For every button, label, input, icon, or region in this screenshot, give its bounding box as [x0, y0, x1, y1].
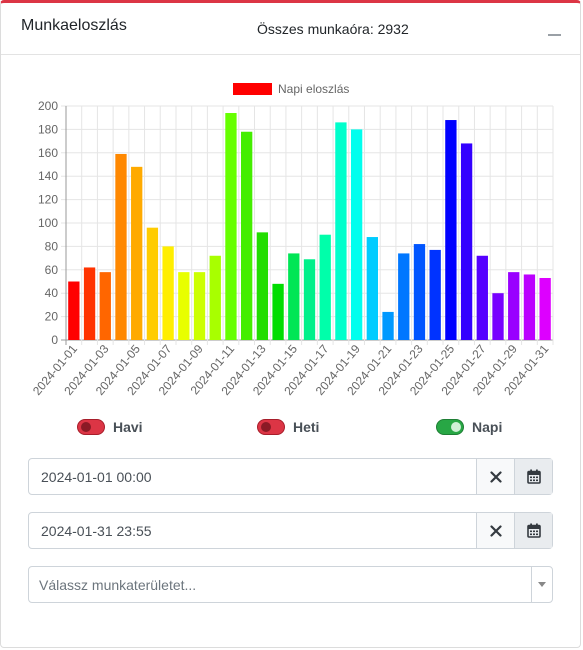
toggle-switch-heti[interactable]	[257, 419, 285, 435]
bar	[146, 227, 159, 340]
y-tick-label: 120	[38, 193, 58, 207]
y-tick-label: 60	[45, 263, 59, 277]
toggle-heti[interactable]: Heti	[257, 419, 319, 435]
calendar-icon	[526, 469, 541, 484]
bar	[131, 166, 143, 340]
total-hours-label: Összes munkaóra: 2932	[257, 21, 409, 37]
date-to-calendar-button[interactable]	[514, 513, 552, 548]
y-tick-label: 20	[45, 310, 59, 324]
bar	[492, 293, 504, 340]
bar	[272, 283, 284, 340]
bar	[225, 113, 237, 341]
bar	[539, 277, 551, 340]
chevron-down-icon	[538, 582, 546, 587]
bar	[476, 255, 488, 340]
bar	[288, 253, 300, 340]
bar	[460, 143, 473, 340]
bar	[445, 120, 457, 340]
toggle-switch-napi[interactable]	[436, 419, 464, 435]
toggle-napi[interactable]: Napi	[436, 419, 502, 435]
toggle-label-heti: Heti	[293, 419, 320, 435]
workarea-select[interactable]: Válassz munkaterületet...	[28, 566, 553, 603]
bar	[193, 272, 206, 340]
toggle-label-havi: Havi	[113, 419, 143, 435]
y-tick-label: 80	[45, 239, 59, 253]
date-to-input[interactable]	[29, 513, 476, 548]
y-tick-label: 180	[38, 122, 58, 136]
bar	[382, 311, 394, 340]
toggle-knob	[81, 422, 91, 432]
bar	[209, 255, 221, 340]
bar	[398, 253, 410, 340]
bar	[508, 272, 520, 340]
toggle-havi[interactable]: Havi	[77, 419, 143, 435]
calendar-icon	[526, 523, 541, 538]
date-from-clear-button[interactable]	[476, 459, 514, 494]
card-title: Munkaeloszlás	[21, 17, 127, 34]
date-to-group	[28, 512, 553, 549]
date-from-input[interactable]	[29, 459, 476, 494]
bar	[256, 232, 269, 340]
workarea-select-placeholder: Válassz munkaterületet...	[39, 577, 197, 593]
legend-swatch	[233, 83, 272, 95]
bar	[523, 274, 536, 340]
bar	[83, 267, 96, 340]
toggle-switch-havi[interactable]	[77, 419, 105, 435]
bar	[335, 122, 347, 340]
bar	[366, 237, 378, 340]
bar	[178, 272, 190, 340]
legend-label: Napi eloszlás	[278, 82, 349, 96]
y-tick-label: 100	[38, 216, 58, 230]
bar	[429, 249, 441, 340]
close-icon	[489, 470, 502, 483]
bar	[162, 246, 174, 340]
y-tick-label: 0	[51, 333, 58, 347]
y-tick-label: 160	[38, 146, 58, 160]
bar	[115, 153, 127, 340]
y-tick-label: 40	[45, 286, 59, 300]
date-from-calendar-button[interactable]	[514, 459, 552, 494]
bar	[241, 131, 253, 340]
y-tick-label: 140	[38, 169, 58, 183]
date-from-group	[28, 458, 553, 495]
y-tick-label: 200	[38, 99, 58, 113]
bar	[350, 129, 363, 340]
close-icon	[489, 524, 502, 537]
bar	[413, 244, 426, 340]
toggle-knob	[261, 422, 271, 432]
bar	[68, 281, 80, 340]
toggle-label-napi: Napi	[472, 419, 503, 435]
bar	[319, 234, 331, 340]
card-header: Munkaeloszlás Összes munkaóra: 2932	[1, 3, 580, 55]
toggle-knob	[451, 422, 461, 432]
select-arrow[interactable]	[531, 567, 552, 602]
collapse-icon[interactable]	[548, 34, 561, 36]
date-to-clear-button[interactable]	[476, 513, 514, 548]
bar	[303, 259, 316, 340]
bar	[99, 272, 111, 340]
